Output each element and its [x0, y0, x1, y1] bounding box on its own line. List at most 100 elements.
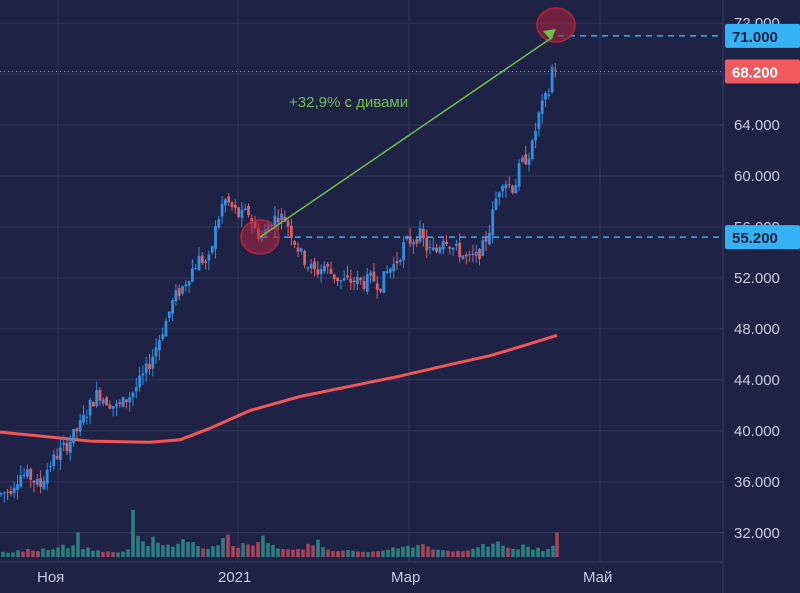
volume-bar: [526, 546, 530, 557]
candle-body: [425, 237, 429, 251]
candle-body: [39, 478, 42, 487]
volume-bar: [396, 548, 400, 557]
annotation-label: +32,9% с дивами: [289, 94, 408, 111]
volume-bar: [476, 547, 480, 557]
volume-bar: [441, 550, 445, 557]
candle-body: [309, 263, 313, 269]
candle-body: [240, 209, 244, 218]
volume-bar: [261, 535, 265, 557]
volume-bar: [206, 548, 210, 557]
candle-body: [164, 320, 168, 337]
candle-body: [428, 247, 432, 249]
candle-body: [375, 283, 379, 290]
candle-body: [547, 94, 551, 97]
candle-body: [365, 274, 369, 292]
candle-body: [537, 112, 541, 129]
volume-bar: [516, 549, 520, 557]
last-price-badge-label: 68.200: [732, 65, 778, 82]
candle-body: [293, 241, 297, 245]
candle-body: [59, 447, 62, 461]
candle-body: [554, 69, 557, 71]
volume-bar: [431, 549, 435, 557]
candle-body: [497, 192, 501, 197]
volume-bar: [281, 548, 285, 557]
candle-body: [187, 281, 191, 286]
volume-bar: [226, 534, 230, 557]
candle-body: [346, 275, 349, 278]
volume-bar: [406, 545, 410, 557]
x-tick-label: Мар: [391, 569, 420, 586]
volume-bar: [506, 547, 510, 557]
volume-bar: [256, 542, 260, 557]
y-tick-label: 40.000: [734, 423, 780, 440]
candle-body: [283, 216, 287, 222]
volume-bar: [501, 545, 505, 557]
volume-bar: [31, 550, 35, 557]
candle-body: [237, 207, 240, 217]
candle-body: [461, 255, 465, 259]
candle-body: [2, 492, 6, 494]
candle-body: [125, 399, 128, 403]
volume-bar: [216, 545, 220, 557]
candle-body: [72, 428, 75, 444]
candle-body: [227, 196, 231, 203]
candle-body: [299, 248, 303, 252]
volume-bar: [101, 551, 105, 557]
candle-body: [514, 185, 518, 194]
candle-body: [408, 236, 412, 244]
volume-bar: [11, 552, 15, 557]
volume-bar: [21, 551, 25, 557]
candle-body: [214, 226, 217, 249]
volume-bar: [291, 549, 295, 557]
volume-bar: [301, 549, 305, 557]
annotations: [0, 7, 723, 255]
volume-bar: [121, 551, 125, 557]
candle-body: [441, 241, 445, 250]
candle-body: [9, 490, 13, 495]
volume-bar: [221, 537, 225, 557]
candle-body: [435, 247, 438, 252]
candle-body: [158, 339, 161, 351]
candle-body: [161, 334, 165, 339]
volume-bar: [141, 541, 145, 557]
candle-body: [181, 286, 184, 294]
candle-body: [372, 271, 376, 282]
volume-bar: [521, 544, 525, 557]
candle-body: [342, 278, 346, 281]
candle-body: [276, 217, 280, 223]
candle-body: [111, 406, 115, 409]
volume-bar: [231, 546, 235, 557]
gain-arrow-line: [259, 36, 554, 238]
candle-body: [501, 186, 504, 192]
candle-body: [52, 454, 56, 467]
candle-body: [402, 242, 405, 260]
candle-body: [42, 480, 46, 490]
candle-body: [194, 268, 198, 270]
candle-body: [290, 225, 293, 239]
candle-body: [121, 397, 125, 407]
candle-body: [362, 280, 366, 289]
volume-bar: [546, 548, 550, 557]
candle-body: [134, 387, 138, 392]
volume-bar: [196, 546, 200, 557]
candle-body: [481, 239, 485, 256]
candle-body: [438, 247, 442, 253]
candle-body: [171, 300, 174, 314]
volume-bar: [251, 545, 255, 557]
candle-body: [154, 347, 158, 357]
candle-body: [247, 205, 250, 216]
candle-body: [418, 228, 422, 242]
candle-body: [527, 158, 531, 165]
volume-bar: [411, 547, 415, 557]
y-tick-label: 60.000: [734, 168, 780, 185]
candle-body: [521, 157, 524, 163]
volume-bar: [471, 548, 475, 557]
candle-body: [488, 232, 491, 245]
candle-body: [138, 375, 141, 388]
candle-body: [313, 261, 316, 270]
volume-bar: [456, 550, 460, 557]
candle-body: [412, 242, 415, 245]
volume-bar: [436, 549, 440, 557]
